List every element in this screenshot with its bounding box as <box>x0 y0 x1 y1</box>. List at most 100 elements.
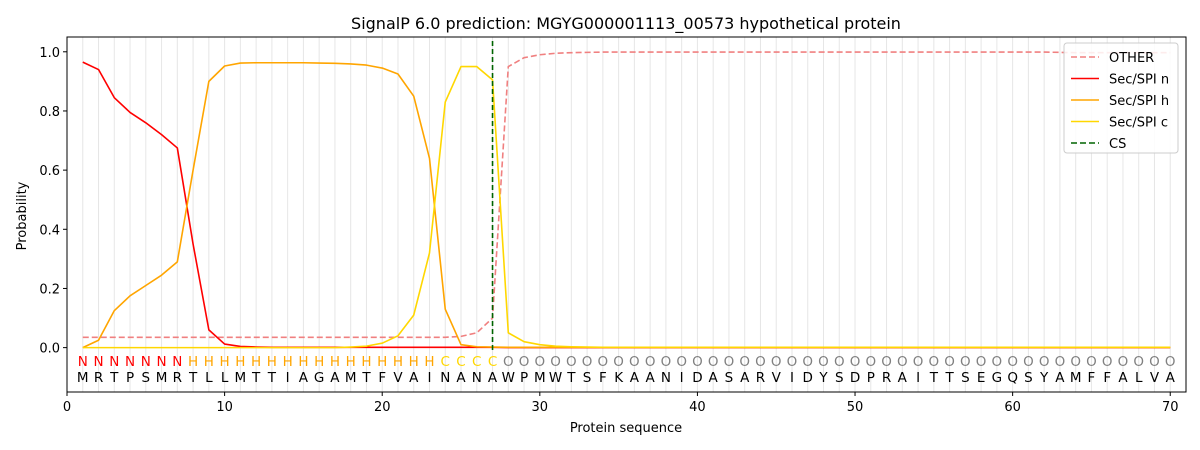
region-label: O <box>929 354 940 370</box>
sequence-residue: A <box>330 370 340 386</box>
sequence-residue: V <box>1150 370 1160 386</box>
region-label: H <box>298 354 308 370</box>
region-label: O <box>1133 354 1144 370</box>
sequence-residue: N <box>440 370 450 386</box>
sequence-residue: S <box>961 370 970 386</box>
region-label: O <box>1055 354 1066 370</box>
region-label: O <box>724 354 735 370</box>
sequence-residue: P <box>126 370 134 386</box>
sequence-residue: M <box>534 370 546 386</box>
plot-frame <box>66 36 1187 393</box>
sequence-residue: A <box>456 370 466 386</box>
region-label: O <box>1118 354 1129 370</box>
region-label: H <box>361 354 371 370</box>
sequence-residue: N <box>472 370 482 386</box>
sequence-residue: T <box>251 370 261 386</box>
sequence-residue: N <box>661 370 671 386</box>
region-label: O <box>818 354 829 370</box>
region-label: H <box>346 354 356 370</box>
sequence-residue: E <box>977 370 986 386</box>
region-label: O <box>629 354 640 370</box>
x-axis-label: Protein sequence <box>570 421 682 436</box>
sequence-residue: A <box>646 370 656 386</box>
region-label: O <box>1149 354 1160 370</box>
sequence-residue: T <box>188 370 198 386</box>
region-label: O <box>503 354 514 370</box>
region-label: N <box>78 354 88 370</box>
region-label: O <box>1165 354 1176 370</box>
region-label: O <box>1023 354 1034 370</box>
region-label: O <box>613 354 624 370</box>
region-label: O <box>1039 354 1050 370</box>
sequence-residue: M <box>77 370 89 386</box>
legend-entry: Sec/SPI n <box>1109 73 1169 88</box>
region-label: N <box>93 354 103 370</box>
sequence-residue: T <box>566 370 576 386</box>
x-tick-label: 20 <box>374 400 391 415</box>
y-tick-label: 0.8 <box>39 105 60 120</box>
series-line-sec-spi-c <box>82 65 1171 349</box>
region-label: H <box>330 354 340 370</box>
region-label: N <box>141 354 151 370</box>
sequence-residue: P <box>867 370 875 386</box>
y-tick-label: 0.4 <box>39 223 60 238</box>
region-label: O <box>787 354 798 370</box>
sequence-residue: R <box>882 370 891 386</box>
region-label: O <box>598 354 609 370</box>
sequence-residue: T <box>267 370 277 386</box>
legend-box <box>1063 42 1179 154</box>
series-line-other <box>82 51 1171 339</box>
sequence-residue: A <box>409 370 419 386</box>
sequence-residue: Y <box>818 370 828 386</box>
sequence-residue: V <box>772 370 782 386</box>
region-label: O <box>755 354 766 370</box>
sequence-residue: A <box>740 370 750 386</box>
sequence-residue: S <box>142 370 151 386</box>
x-tick-label: 30 <box>532 400 549 415</box>
x-tick-label: 0 <box>63 400 71 415</box>
region-label: H <box>424 354 434 370</box>
series-line-sec-spi-h <box>82 61 1171 349</box>
sequence-residue: I <box>790 370 794 386</box>
sequence-residue: S <box>583 370 592 386</box>
region-label: H <box>377 354 387 370</box>
region-label: C <box>456 354 465 370</box>
sequence-residue: F <box>599 370 607 386</box>
sequence-residue: F <box>1088 370 1096 386</box>
region-label: O <box>834 354 845 370</box>
region-label: H <box>235 354 245 370</box>
x-tick-label: 50 <box>847 400 864 415</box>
region-label: H <box>267 354 277 370</box>
sequence-residue: L <box>205 370 213 386</box>
sequence-residue: F <box>378 370 386 386</box>
sequence-residue: A <box>898 370 908 386</box>
region-label: O <box>1070 354 1081 370</box>
region-label: H <box>220 354 230 370</box>
region-label: H <box>251 354 261 370</box>
sequence-residue: G <box>314 370 324 386</box>
sequence-residue: R <box>173 370 182 386</box>
region-label: O <box>865 354 876 370</box>
sequence-residue: A <box>488 370 498 386</box>
region-label: N <box>109 354 119 370</box>
sequence-residue: P <box>520 370 528 386</box>
chart-title: SignalP 6.0 prediction: MGYG000001113_00… <box>351 14 901 34</box>
sequence-residue: I <box>286 370 290 386</box>
sequence-residue: S <box>725 370 734 386</box>
region-label: O <box>1007 354 1018 370</box>
y-axis-label: Probability <box>15 181 30 250</box>
sequence-residue: G <box>992 370 1002 386</box>
x-tick-label: 60 <box>1004 400 1021 415</box>
sequence-residue: M <box>156 370 168 386</box>
sequence-residue: D <box>850 370 860 386</box>
region-label: O <box>582 354 593 370</box>
region-label: N <box>172 354 182 370</box>
region-label: O <box>550 354 561 370</box>
region-label: H <box>409 354 419 370</box>
region-label: O <box>960 354 971 370</box>
region-label: O <box>692 354 703 370</box>
region-label: O <box>850 354 861 370</box>
sequence-residue: L <box>1135 370 1143 386</box>
